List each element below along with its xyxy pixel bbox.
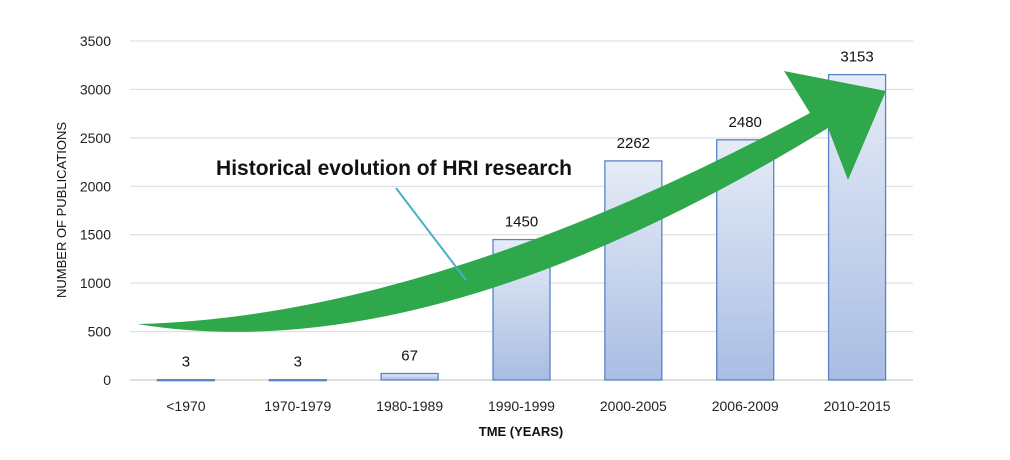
trend-arrow <box>137 71 886 332</box>
annotation-text: Historical evolution of HRI research <box>216 157 572 180</box>
callout-leader-line <box>395 187 467 281</box>
arrow-shape <box>137 71 886 332</box>
y-tick-label: 3000 <box>80 81 111 97</box>
y-tick-label: 500 <box>88 324 112 340</box>
tick-labels: 0 500 1000 1500 2000 2500 3000 3500 <1970 1970-19… <box>80 33 891 414</box>
y-tick-label: 0 <box>103 372 111 388</box>
x-tick-label: 2000-2005 <box>600 398 667 414</box>
x-tick-label: 2006-2009 <box>712 398 779 414</box>
data-label: 2262 <box>617 135 650 152</box>
x-tick-label: 2010-2015 <box>824 398 891 414</box>
bar <box>380 372 439 381</box>
bar <box>156 379 216 382</box>
y-tick-label: 2500 <box>80 130 111 146</box>
bar <box>268 379 327 382</box>
data-label: 1450 <box>505 214 538 231</box>
x-axis-title: TME (YEARS) <box>479 424 564 439</box>
x-tick-label: 1970-1979 <box>264 398 331 414</box>
y-tick-label: 1000 <box>80 275 111 291</box>
x-tick-label: 1990-1999 <box>488 398 555 414</box>
y-tick-label: 2000 <box>80 178 111 194</box>
data-label: 3153 <box>840 49 873 66</box>
data-label: 67 <box>401 348 418 365</box>
y-axis-title: NUMBER OF PUBLICATIONS <box>54 122 69 298</box>
data-label: 3 <box>294 354 302 371</box>
y-tick-label: 1500 <box>80 227 111 243</box>
x-tick-label: 1980-1989 <box>376 398 443 414</box>
data-labels: 3 3 67 1450 2262 2480 3153 <box>182 49 874 371</box>
x-tick-label: <1970 <box>166 398 206 414</box>
data-label: 2480 <box>729 114 762 131</box>
y-tick-label: 3500 <box>80 33 111 49</box>
data-label: 3 <box>182 354 190 371</box>
